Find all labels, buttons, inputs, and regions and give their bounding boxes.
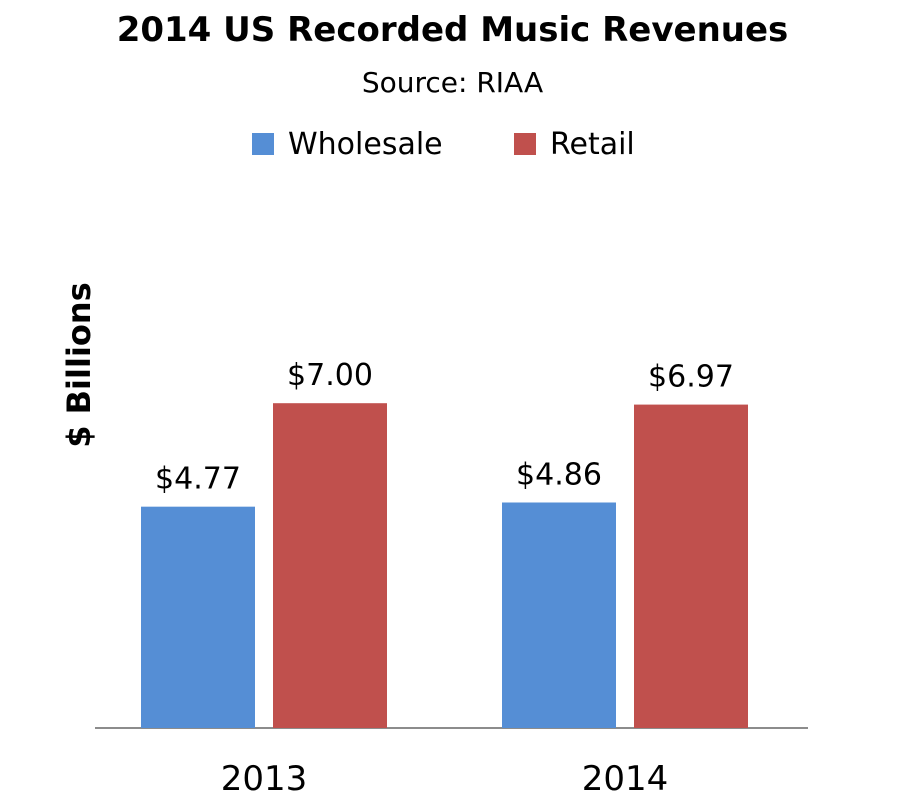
bar-wholesale-2014 [502, 502, 616, 728]
bar-retail-2013 [273, 403, 387, 728]
legend-label-retail: Retail [550, 126, 635, 162]
legend-item-wholesale: Wholesale [252, 124, 443, 164]
data-label-retail-2014: $6.97 [648, 360, 734, 395]
legend-swatch-retail [514, 133, 536, 155]
legend-label-wholesale: Wholesale [288, 126, 443, 162]
legend-swatch-wholesale [252, 133, 274, 155]
y-axis-label: $ Billions [60, 282, 98, 447]
chart-title: 2014 US Recorded Music Revenues [116, 10, 789, 50]
data-label-retail-2013: $7.00 [287, 358, 373, 393]
bar-retail-2014 [634, 404, 748, 728]
legend-item-retail: Retail [514, 124, 635, 164]
data-label-wholesale-2014: $4.86 [516, 457, 602, 492]
chart-subtitle: Source: RIAA [361, 66, 544, 99]
x-tick-label-2013: 2013 [221, 759, 308, 799]
legend: Wholesale Retail [0, 124, 905, 164]
x-tick-label-2014: 2014 [582, 759, 669, 799]
bar-wholesale-2013 [141, 506, 255, 728]
data-label-wholesale-2013: $4.77 [155, 462, 241, 497]
